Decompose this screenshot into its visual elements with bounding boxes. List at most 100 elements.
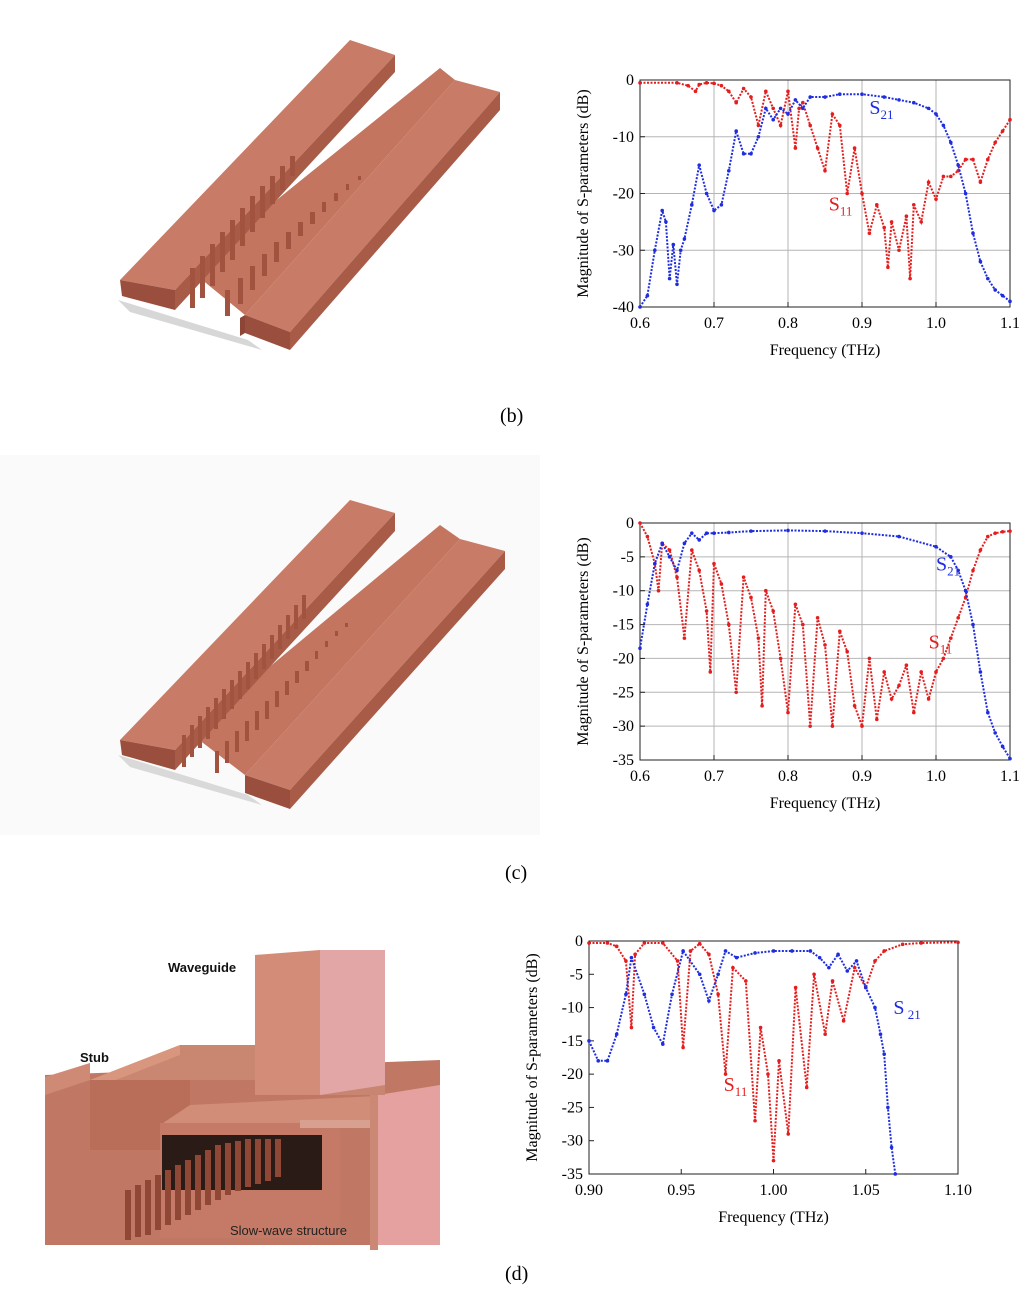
data-point-s11 (852, 704, 857, 708)
data-point-s21 (956, 163, 960, 167)
data-point-s21 (978, 670, 983, 674)
data-point-s21 (690, 531, 694, 535)
series-line-s11 (589, 941, 959, 1161)
data-point-s11 (912, 203, 916, 207)
data-point-s21 (912, 100, 916, 105)
label-stub: Stub (80, 1050, 109, 1065)
data-point-s21 (605, 1059, 610, 1063)
data-point-s11 (766, 1072, 770, 1076)
data-point-s11 (926, 697, 931, 701)
data-point-s11 (882, 670, 886, 674)
data-point-s21 (653, 561, 657, 566)
data-point-s11 (971, 157, 975, 162)
data-point-s11 (753, 1118, 757, 1123)
data-point-s11 (778, 123, 783, 128)
data-point-s21 (886, 1105, 890, 1110)
series-annotation: S 21 (893, 997, 920, 1022)
data-point-s11 (949, 174, 953, 179)
data-point-s11 (815, 146, 820, 150)
data-point-s11 (926, 180, 931, 184)
data-point-s21 (727, 530, 731, 535)
data-point-s21 (749, 151, 753, 156)
x-tick-label: 0.6 (630, 768, 650, 785)
data-point-s11 (1008, 529, 1012, 533)
data-point-s11 (688, 949, 693, 953)
data-point-s11 (756, 123, 761, 128)
data-point-s21 (707, 999, 711, 1003)
y-tick-label: -40 (613, 299, 634, 316)
data-point-s11 (727, 89, 731, 94)
data-point-s11 (797, 106, 801, 111)
data-point-s11 (841, 1019, 846, 1023)
data-point-s11 (760, 704, 764, 708)
data-point-s21 (934, 112, 938, 116)
chart-b: 0.6 0.7 0.8 0.9 1.0 1.1 0 -10 -20 -30 -40 Frequency… (575, 72, 1020, 359)
y-axis-label: Magnitude of S-parameters (dB) (575, 89, 592, 297)
data-point-s21 (671, 242, 676, 247)
series-line-s21 (588, 948, 897, 1175)
y-tick-label: 0 (575, 933, 583, 950)
data-point-s21 (823, 95, 827, 99)
data-point-s11 (764, 588, 768, 593)
data-point-s11 (919, 220, 923, 224)
chart-d: 0.90 0.95 1.00 1.05 1.10 0 -5 -10 -15 -20 -25 -30 -3… (524, 933, 972, 1226)
data-point-s21 (893, 1172, 898, 1176)
data-point-s11 (971, 568, 975, 573)
data-point-s11 (642, 941, 647, 945)
y-tick-label: -35 (613, 752, 634, 769)
data-point-s21 (956, 568, 960, 573)
data-point-s11 (812, 972, 816, 977)
data-point-s11 (777, 1059, 781, 1063)
data-point-s21 (860, 531, 864, 535)
data-point-s11 (993, 531, 997, 535)
data-point-s11 (904, 663, 909, 667)
data-point-s11 (731, 965, 735, 970)
data-point-s11 (697, 568, 701, 573)
data-point-s21 (667, 276, 672, 281)
data-point-s11 (712, 561, 716, 566)
data-point-s11 (629, 1025, 634, 1030)
data-point-s11 (823, 643, 827, 647)
data-point-s11 (875, 203, 879, 207)
data-point-s11 (786, 710, 790, 715)
data-point-s21 (882, 95, 886, 99)
x-tick-label: 0.7 (704, 315, 724, 332)
data-point-s21 (836, 952, 840, 957)
data-point-s11 (758, 1025, 763, 1030)
data-point-s11 (786, 1132, 791, 1136)
data-point-s11 (638, 81, 642, 85)
data-point-s11 (771, 106, 775, 111)
data-point-s21 (845, 969, 850, 973)
data-point-s21 (793, 98, 798, 102)
series-annotation: S21 (869, 97, 893, 122)
data-point-s11 (845, 191, 849, 196)
data-point-s21 (971, 622, 975, 627)
data-point-s21 (790, 949, 794, 953)
data-point-s11 (852, 965, 857, 970)
data-point-s21 (638, 646, 642, 651)
data-point-s11 (860, 191, 864, 196)
y-tick-label: -30 (613, 718, 634, 735)
data-point-s21 (993, 288, 997, 292)
data-point-s11 (830, 979, 835, 983)
data-point-s21 (808, 95, 812, 99)
data-point-s21 (697, 972, 702, 977)
data-point-s21 (712, 208, 716, 213)
data-point-s11 (882, 949, 886, 953)
data-point-s11 (708, 670, 713, 674)
data-point-s11 (716, 992, 720, 997)
data-point-s11 (741, 575, 746, 579)
data-point-s11 (882, 225, 886, 230)
illustration-b (0, 0, 540, 380)
data-point-s11 (873, 959, 877, 963)
data-point-s11 (986, 534, 990, 539)
data-point-s21 (719, 203, 724, 207)
x-tick-label: 0.6 (630, 315, 650, 332)
data-point-s11 (919, 941, 923, 945)
series-annotation: S11 (724, 1074, 748, 1099)
data-point-s11 (1000, 530, 1005, 534)
data-point-s21 (771, 117, 775, 122)
data-point-s11 (919, 670, 923, 674)
data-point-s11 (956, 616, 960, 620)
y-tick-label: -15 (562, 1033, 583, 1050)
